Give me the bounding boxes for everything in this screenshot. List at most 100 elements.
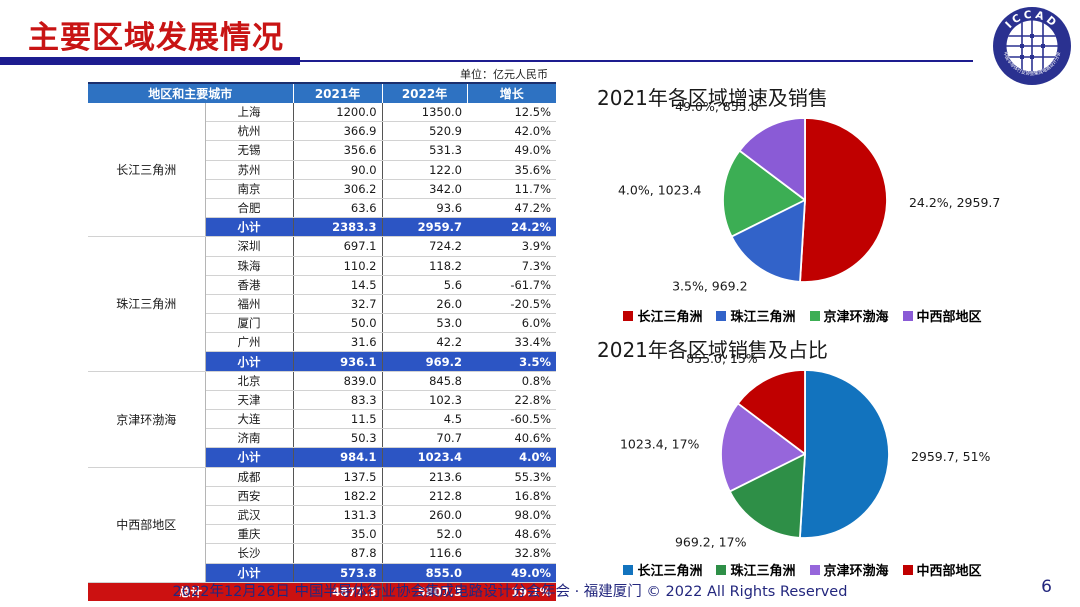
growth-cell: 42.0% bbox=[467, 121, 557, 142]
total-label-cell: 总计 bbox=[88, 582, 294, 601]
value-2021-cell: 306.2 bbox=[293, 179, 383, 199]
city-row: 无锡 356.6 531.3 49.0% bbox=[88, 140, 557, 161]
legend-item-长江三角洲: 长江三角洲 bbox=[623, 560, 702, 579]
subtotal-2022-cell: 2959.7 bbox=[382, 217, 468, 238]
city-row: 武汉 131.3 260.0 98.0% bbox=[88, 505, 557, 526]
value-2021-cell: 63.6 bbox=[293, 198, 383, 219]
subtotal-row: 小计 2383.3 2959.7 24.2% bbox=[88, 217, 557, 238]
pie-slice-京津环渤海 bbox=[722, 149, 806, 238]
growth-cell: -60.5% bbox=[467, 409, 557, 430]
legend-swatch-icon bbox=[716, 310, 727, 321]
growth-cell: 12.5% bbox=[467, 103, 557, 123]
iccad-logo: ICCAD 中国半导体行业协会集成电路设计分会 bbox=[993, 7, 1071, 85]
value-2022-cell: 342.0 bbox=[382, 179, 468, 199]
pie-slice-label: 969.2, 17% bbox=[675, 534, 747, 549]
pie-slice-长江三角洲 bbox=[799, 369, 890, 539]
city-row: 长江三角洲 上海 1200.0 1350.0 12.5% bbox=[88, 103, 557, 238]
city-row: 香港 14.5 5.6 -61.7% bbox=[88, 275, 557, 295]
subtotal-2021-cell: 936.1 bbox=[293, 351, 383, 372]
title-underline-line bbox=[296, 60, 973, 62]
legend-item-长江三角洲: 长江三角洲 bbox=[623, 306, 702, 325]
legend-swatch-icon bbox=[716, 564, 727, 575]
region-data-table: 地区和主要城市 2021年 2022年 增长 长江三角洲 上海 1200.0 1350… bbox=[88, 82, 557, 601]
value-2022-cell: 212.8 bbox=[382, 486, 468, 506]
subtotal-growth-cell: 3.5% bbox=[467, 351, 557, 372]
subtotal-label-cell: 小计 bbox=[205, 351, 294, 372]
chart2-legend: 长江三角洲 珠江三角洲 京津环渤海 中西部地区 bbox=[605, 560, 1000, 579]
col-header-region-city: 地区和主要城市 bbox=[88, 82, 294, 103]
value-2022-cell: 1350.0 bbox=[382, 103, 468, 123]
value-2022-cell: 122.0 bbox=[382, 160, 468, 180]
pie-slice-长江三角洲 bbox=[799, 117, 888, 283]
city-row: 珠海 110.2 118.2 7.3% bbox=[88, 256, 557, 276]
table-header-row: 地区和主要城市 2021年 2022年 增长 bbox=[88, 82, 557, 103]
growth-cell: 47.2% bbox=[467, 198, 557, 219]
legend-swatch-icon bbox=[809, 310, 820, 321]
growth-cell: -20.5% bbox=[467, 294, 557, 315]
pie-slice-京津环渤海 bbox=[720, 402, 806, 493]
total-2021-cell: 4877.3 bbox=[293, 582, 383, 601]
city-name-cell: 无锡 bbox=[205, 140, 294, 161]
value-2021-cell: 366.9 bbox=[293, 121, 383, 142]
subtotal-2022-cell: 969.2 bbox=[382, 351, 468, 372]
value-2022-cell: 213.6 bbox=[382, 467, 468, 487]
legend-item-中西部地区: 中西部地区 bbox=[902, 560, 982, 579]
city-name-cell: 杭州 bbox=[205, 121, 294, 142]
legend-swatch-icon bbox=[902, 310, 913, 321]
growth-cell: 35.6% bbox=[467, 160, 557, 180]
legend-item-中西部地区: 中西部地区 bbox=[902, 306, 982, 325]
city-name-cell: 厦门 bbox=[205, 313, 294, 334]
city-row: 大连 11.5 4.5 -60.5% bbox=[88, 409, 557, 430]
total-2022-cell: 5807.3 bbox=[382, 582, 468, 601]
city-row: 苏州 90.0 122.0 35.6% bbox=[88, 160, 557, 180]
legend-label: 京津环渤海 bbox=[823, 310, 889, 325]
value-2022-cell: 70.7 bbox=[382, 428, 468, 449]
pie-chart-growth-sales: 24.2%, 2959.7 3.5%, 969.2 4.0%, 1023.4 49.0… bbox=[618, 99, 1000, 294]
value-2022-cell: 724.2 bbox=[382, 236, 468, 257]
page-title: 主要区域发展情况 bbox=[28, 20, 284, 56]
growth-cell: 7.3% bbox=[467, 256, 557, 276]
city-name-cell: 上海 bbox=[205, 103, 294, 123]
city-name-cell: 天津 bbox=[205, 390, 294, 411]
pie-slice-label: 3.5%, 969.2 bbox=[672, 279, 748, 294]
growth-cell: 22.8% bbox=[467, 390, 557, 411]
city-row: 西安 182.2 212.8 16.8% bbox=[88, 486, 557, 506]
footer-text: 2022年12月26日 中国半导体行业协会集成电路设计分会年会 · 福建厦门 ©… bbox=[172, 584, 848, 600]
value-2022-cell: 5.6 bbox=[382, 275, 468, 295]
city-name-cell: 苏州 bbox=[205, 160, 294, 180]
legend-label: 珠江三角洲 bbox=[730, 310, 796, 325]
value-2021-cell: 839.0 bbox=[293, 371, 383, 391]
chart2-title: 2021年各区域销售及占比 bbox=[597, 338, 828, 362]
city-row: 杭州 366.9 520.9 42.0% bbox=[88, 121, 557, 142]
value-2022-cell: 520.9 bbox=[382, 121, 468, 142]
city-name-cell: 深圳 bbox=[205, 236, 294, 257]
value-2021-cell: 356.6 bbox=[293, 140, 383, 161]
city-row: 珠江三角洲 深圳 697.1 724.2 3.9% bbox=[88, 236, 557, 372]
table-body: 长江三角洲 上海 1200.0 1350.0 12.5% 杭州 366.9 520.9 42.0… bbox=[88, 103, 557, 601]
value-2021-cell: 31.6 bbox=[293, 332, 383, 353]
city-row: 合肥 63.6 93.6 47.2% bbox=[88, 198, 557, 219]
subtotal-growth-cell: 49.0% bbox=[467, 563, 557, 583]
city-row: 京津环渤海 北京 839.0 845.8 0.8% bbox=[88, 371, 557, 468]
growth-cell: -61.7% bbox=[467, 275, 557, 295]
value-2021-cell: 182.2 bbox=[293, 486, 383, 506]
city-name-cell: 北京 bbox=[205, 371, 294, 391]
subtotal-row: 小计 984.1 1023.4 4.0% bbox=[88, 447, 557, 468]
subtotal-label-cell: 小计 bbox=[205, 447, 294, 468]
legend-item-京津环渤海: 京津环渤海 bbox=[809, 306, 889, 325]
value-2022-cell: 116.6 bbox=[382, 543, 468, 564]
subtotal-row: 小计 573.8 855.0 49.0% bbox=[88, 563, 557, 583]
value-2021-cell: 110.2 bbox=[293, 256, 383, 276]
subtotal-growth-cell: 4.0% bbox=[467, 447, 557, 468]
value-2021-cell: 35.0 bbox=[293, 524, 383, 545]
city-row: 中西部地区 成都 137.5 213.6 55.3% bbox=[88, 467, 557, 583]
value-2022-cell: 260.0 bbox=[382, 505, 468, 526]
growth-cell: 98.0% bbox=[467, 505, 557, 526]
city-name-cell: 武汉 bbox=[205, 505, 294, 526]
value-2021-cell: 131.3 bbox=[293, 505, 383, 526]
col-header-2021: 2021年 bbox=[293, 82, 383, 103]
city-name-cell: 福州 bbox=[205, 294, 294, 315]
value-2022-cell: 26.0 bbox=[382, 294, 468, 315]
growth-cell: 16.8% bbox=[467, 486, 557, 506]
